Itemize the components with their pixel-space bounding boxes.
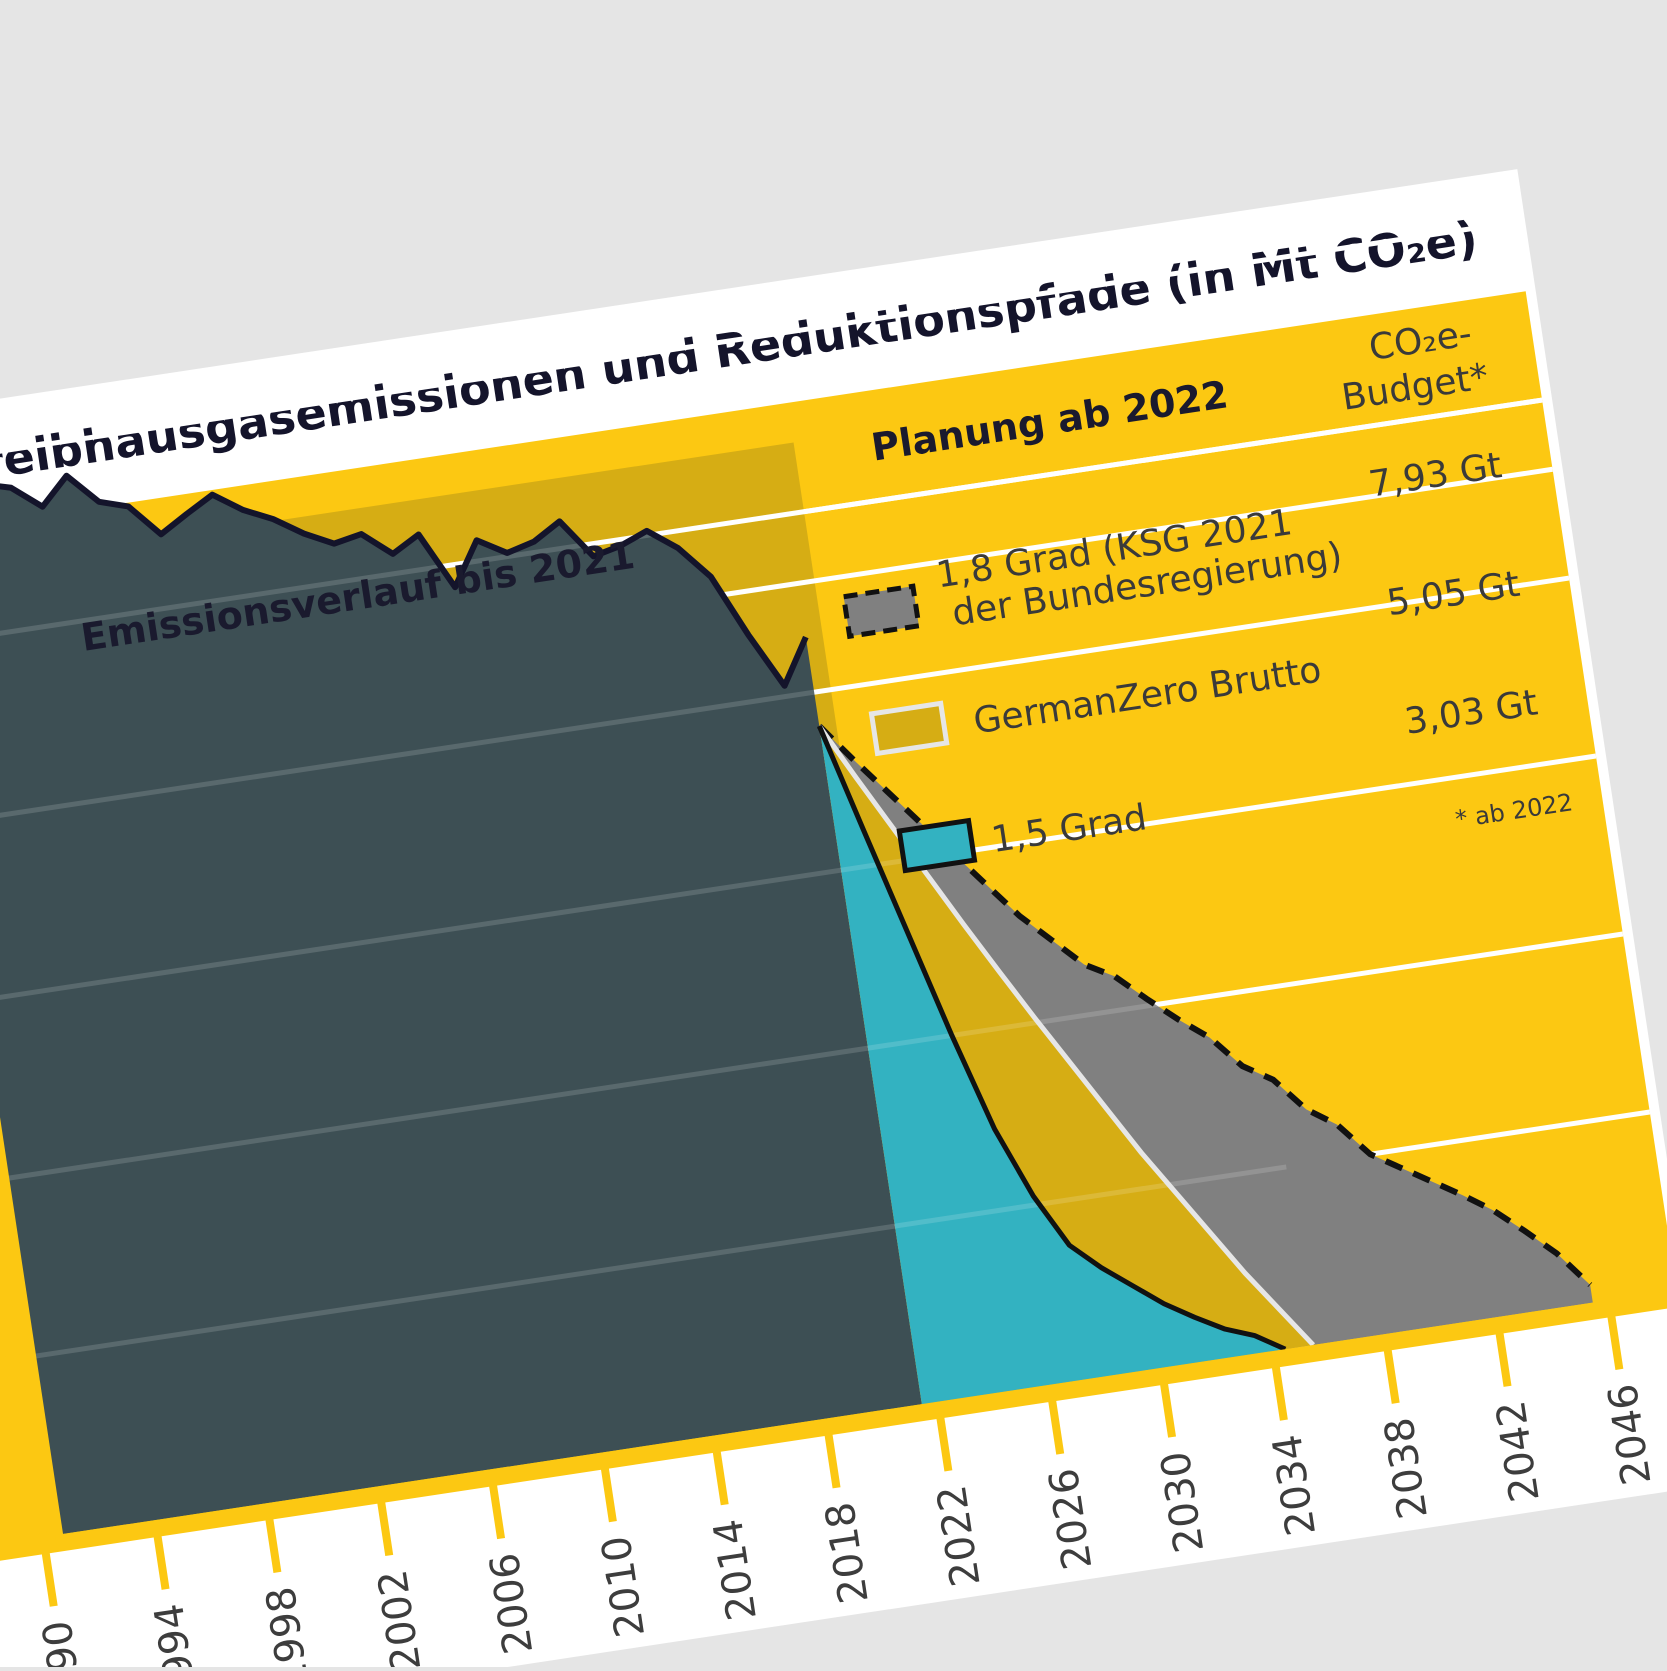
x-tick-2042 (1494, 1324, 1512, 1387)
area-15-grad (819, 726, 1286, 1405)
x-tick-2046 (1606, 1307, 1624, 1371)
x-tick-2038 (1382, 1341, 1400, 1404)
budget-header-separator (803, 397, 1543, 515)
gridline-faint-200 (27, 1164, 1287, 1360)
x-tick-1990 (40, 1544, 58, 1607)
x-tick-2018 (823, 1425, 841, 1489)
x-tick-2010 (599, 1459, 617, 1523)
legend-swatch-ksg-icon (840, 583, 922, 640)
area-emissions-history (0, 421, 922, 1536)
gridline-faint-600 (0, 808, 1233, 1004)
x-tick-2026 (1046, 1392, 1065, 1455)
y-tick-0 (0, 1531, 56, 1550)
y-tick-200 (0, 1353, 29, 1372)
gridline-faint-400 (0, 986, 1260, 1182)
x-tick-2014 (711, 1442, 729, 1506)
legend-swatch-15-grad-icon (896, 817, 978, 874)
x-tick-2002 (376, 1493, 394, 1557)
y-axis (0, 574, 65, 1545)
line-15-grad (816, 725, 1287, 1352)
x-tick-2034 (1270, 1358, 1288, 1421)
x-tick-1998 (264, 1510, 282, 1573)
legend-swatch-germanzero-icon (868, 700, 950, 757)
gridline-1200 (0, 219, 1516, 470)
gridline-faint-1200 (0, 274, 1153, 470)
gridline-faint-800 (0, 630, 1206, 826)
x-tick-2030 (1158, 1375, 1177, 1438)
x-axis (55, 1289, 1667, 1552)
x-tick-2006 (487, 1476, 506, 1540)
x-tick-2022 (935, 1408, 953, 1472)
line-emissions-history (0, 419, 809, 689)
x-tick-1994 (152, 1527, 170, 1590)
